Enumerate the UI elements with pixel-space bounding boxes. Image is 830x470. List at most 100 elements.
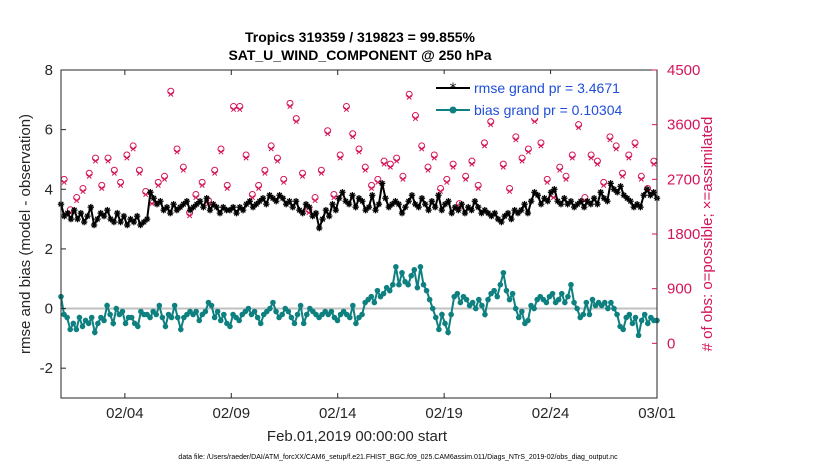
- bias-point: [426, 296, 433, 303]
- rmse-point: [167, 209, 174, 217]
- obs-assimilated-marker: [199, 182, 205, 188]
- bias-point: [70, 320, 77, 327]
- bias-point: [174, 314, 181, 321]
- bias-point: [506, 296, 513, 303]
- bias-point: [374, 287, 381, 294]
- bias-point: [635, 332, 642, 339]
- obs-assimilated-marker: [180, 167, 186, 173]
- rmse-point: [415, 203, 422, 211]
- rmse-point: [104, 206, 111, 214]
- bias-point: [605, 305, 611, 312]
- obs-assimilated-marker: [419, 146, 425, 152]
- bias-point: [515, 314, 522, 321]
- obs-assimilated-marker: [118, 182, 124, 188]
- bias-point: [153, 311, 160, 318]
- rmse-point: [71, 206, 78, 214]
- obs-assimilated-marker: [651, 161, 657, 167]
- rmse-point: [508, 215, 515, 223]
- rmse-point: [226, 206, 234, 214]
- x-axis-ticks: 02/04 02/09 02/14 02/19 02/24 03/01: [106, 70, 676, 422]
- rmse-point: [279, 195, 287, 202]
- y-tick-label: 0: [45, 301, 53, 318]
- bias-point: [469, 299, 476, 306]
- bias-point: [101, 317, 107, 324]
- rmse-point: [577, 198, 585, 205]
- bias-point: [463, 296, 470, 303]
- bias-point: [417, 264, 424, 270]
- rmse-point: [402, 203, 409, 211]
- rmse-point: [150, 195, 157, 202]
- rmse-point: [90, 221, 98, 229]
- bias-point: [193, 308, 199, 315]
- y-tick-label: -2: [40, 360, 53, 377]
- bias-point: [586, 311, 593, 318]
- bias-point: [479, 302, 485, 309]
- rmse-point: [322, 206, 330, 214]
- plot-area: [61, 70, 657, 398]
- obs-assimilated-marker: [80, 188, 86, 195]
- rmse-point: [319, 215, 326, 223]
- rmse-point: [521, 200, 528, 208]
- rmse-point: [143, 215, 151, 223]
- obs-assimilated-marker: [331, 195, 337, 201]
- obs-assimilated-marker: [507, 188, 513, 195]
- bias-point: [608, 299, 614, 306]
- obs-assimilated-marker: [607, 137, 613, 143]
- obs-assimilated-marker: [601, 182, 607, 188]
- bias-point: [119, 308, 126, 315]
- bias-point: [583, 299, 590, 306]
- rmse-point: [425, 206, 432, 214]
- obs-assimilated-marker: [111, 170, 117, 176]
- rmse-point: [259, 195, 267, 202]
- rmse-point: [614, 189, 621, 196]
- bias-point: [393, 264, 399, 270]
- rmse-point: [67, 215, 75, 223]
- bias-point: [113, 305, 120, 312]
- bias-point: [408, 272, 415, 279]
- bias-point: [294, 311, 301, 318]
- obs-assimilated-marker: [406, 94, 412, 100]
- obs-assimilated-marker: [350, 134, 356, 140]
- x-tick-label: 02/14: [319, 405, 357, 422]
- bias-point: [64, 314, 70, 321]
- rmse-point: [326, 212, 333, 220]
- bias-point: [208, 302, 215, 309]
- bias-point: [122, 320, 129, 327]
- rmse-point: [527, 198, 535, 205]
- rmse-point: [312, 209, 320, 217]
- rmse-point: [349, 192, 356, 199]
- obs-assimilated-marker: [124, 155, 130, 161]
- legend-bias-marker: [449, 106, 457, 114]
- obs-assimilated-marker: [481, 143, 488, 149]
- bias-point: [580, 311, 587, 318]
- rmse-point: [561, 195, 568, 202]
- bias-point: [95, 320, 101, 327]
- rmse-point: [203, 195, 210, 202]
- rmse-point: [643, 186, 651, 193]
- rmse-point: [587, 200, 594, 208]
- obs-assimilated-marker: [488, 122, 494, 128]
- bias-point: [346, 314, 353, 321]
- bias-point: [429, 305, 436, 312]
- obs-assimilated-marker: [525, 149, 531, 155]
- obs-assimilated-marker: [243, 155, 249, 161]
- rmse-point: [398, 209, 406, 217]
- obs-assimilated-marker: [463, 176, 469, 182]
- bias-point: [565, 293, 571, 300]
- y-tick-label: 4: [45, 181, 53, 198]
- bias-point: [519, 308, 525, 315]
- bias-point: [196, 317, 203, 324]
- rmse-point: [378, 180, 386, 187]
- obs-assimilated-marker: [193, 195, 199, 201]
- rmse-point: [607, 180, 614, 187]
- rmse-point: [544, 198, 551, 205]
- obs-assimilated-marker: [155, 182, 161, 188]
- rmse-point: [266, 192, 273, 199]
- rmse-point: [438, 206, 445, 214]
- rmse-point: [77, 209, 85, 217]
- obs-assimilated-marker: [161, 176, 168, 182]
- rmse-point: [455, 206, 462, 214]
- rmse-point: [468, 206, 475, 214]
- bias-point: [531, 305, 537, 312]
- rmse-point: [332, 206, 340, 214]
